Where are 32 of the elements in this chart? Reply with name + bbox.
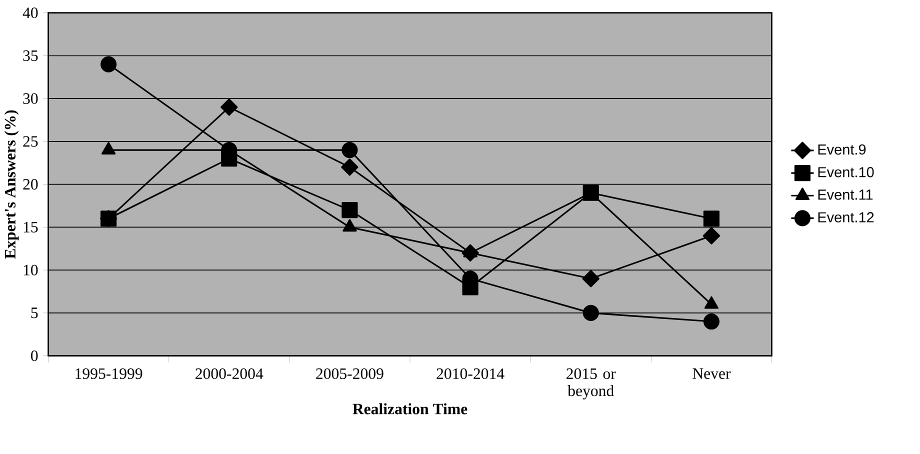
point <box>582 270 600 288</box>
legend-label: Event.12 <box>818 212 874 223</box>
x-tick-label: 2015 or beyond <box>566 368 616 400</box>
x-tick-label: 1995-1999 <box>76 368 142 380</box>
y-tick-label: 40 <box>22 8 38 18</box>
legend-label: Event.11 <box>818 190 873 200</box>
point <box>703 210 720 227</box>
point <box>220 98 238 116</box>
y-tick-label: 10 <box>24 264 38 276</box>
legend-label: Event.10 <box>818 167 874 178</box>
x-axis-title: Realization Time <box>352 403 468 414</box>
point <box>342 202 358 218</box>
point <box>702 227 720 245</box>
x-tick-label: 2010-2014 <box>436 368 504 380</box>
y-tick-label: 5 <box>31 308 38 318</box>
legend-label: Event.9 <box>818 144 866 155</box>
y-tick-label: 20 <box>23 179 38 190</box>
y-tick-label: 0 <box>31 350 38 362</box>
x-tick-label: Never <box>692 368 731 380</box>
point <box>342 142 358 158</box>
y-tick-label: 15 <box>24 222 38 233</box>
point <box>100 210 117 227</box>
point <box>341 158 358 176</box>
point <box>703 314 720 330</box>
point <box>100 56 117 72</box>
point <box>582 305 599 322</box>
x-tick-label: 2005-2009 <box>316 368 384 380</box>
y-tick-label: 30 <box>23 93 38 104</box>
y-axis-title: Expert's Answers (%) <box>4 110 19 259</box>
y-tick-label: 25 <box>23 136 38 147</box>
y-tick-label: 35 <box>23 50 38 62</box>
x-tick-label: 2000-2004 <box>196 368 264 380</box>
